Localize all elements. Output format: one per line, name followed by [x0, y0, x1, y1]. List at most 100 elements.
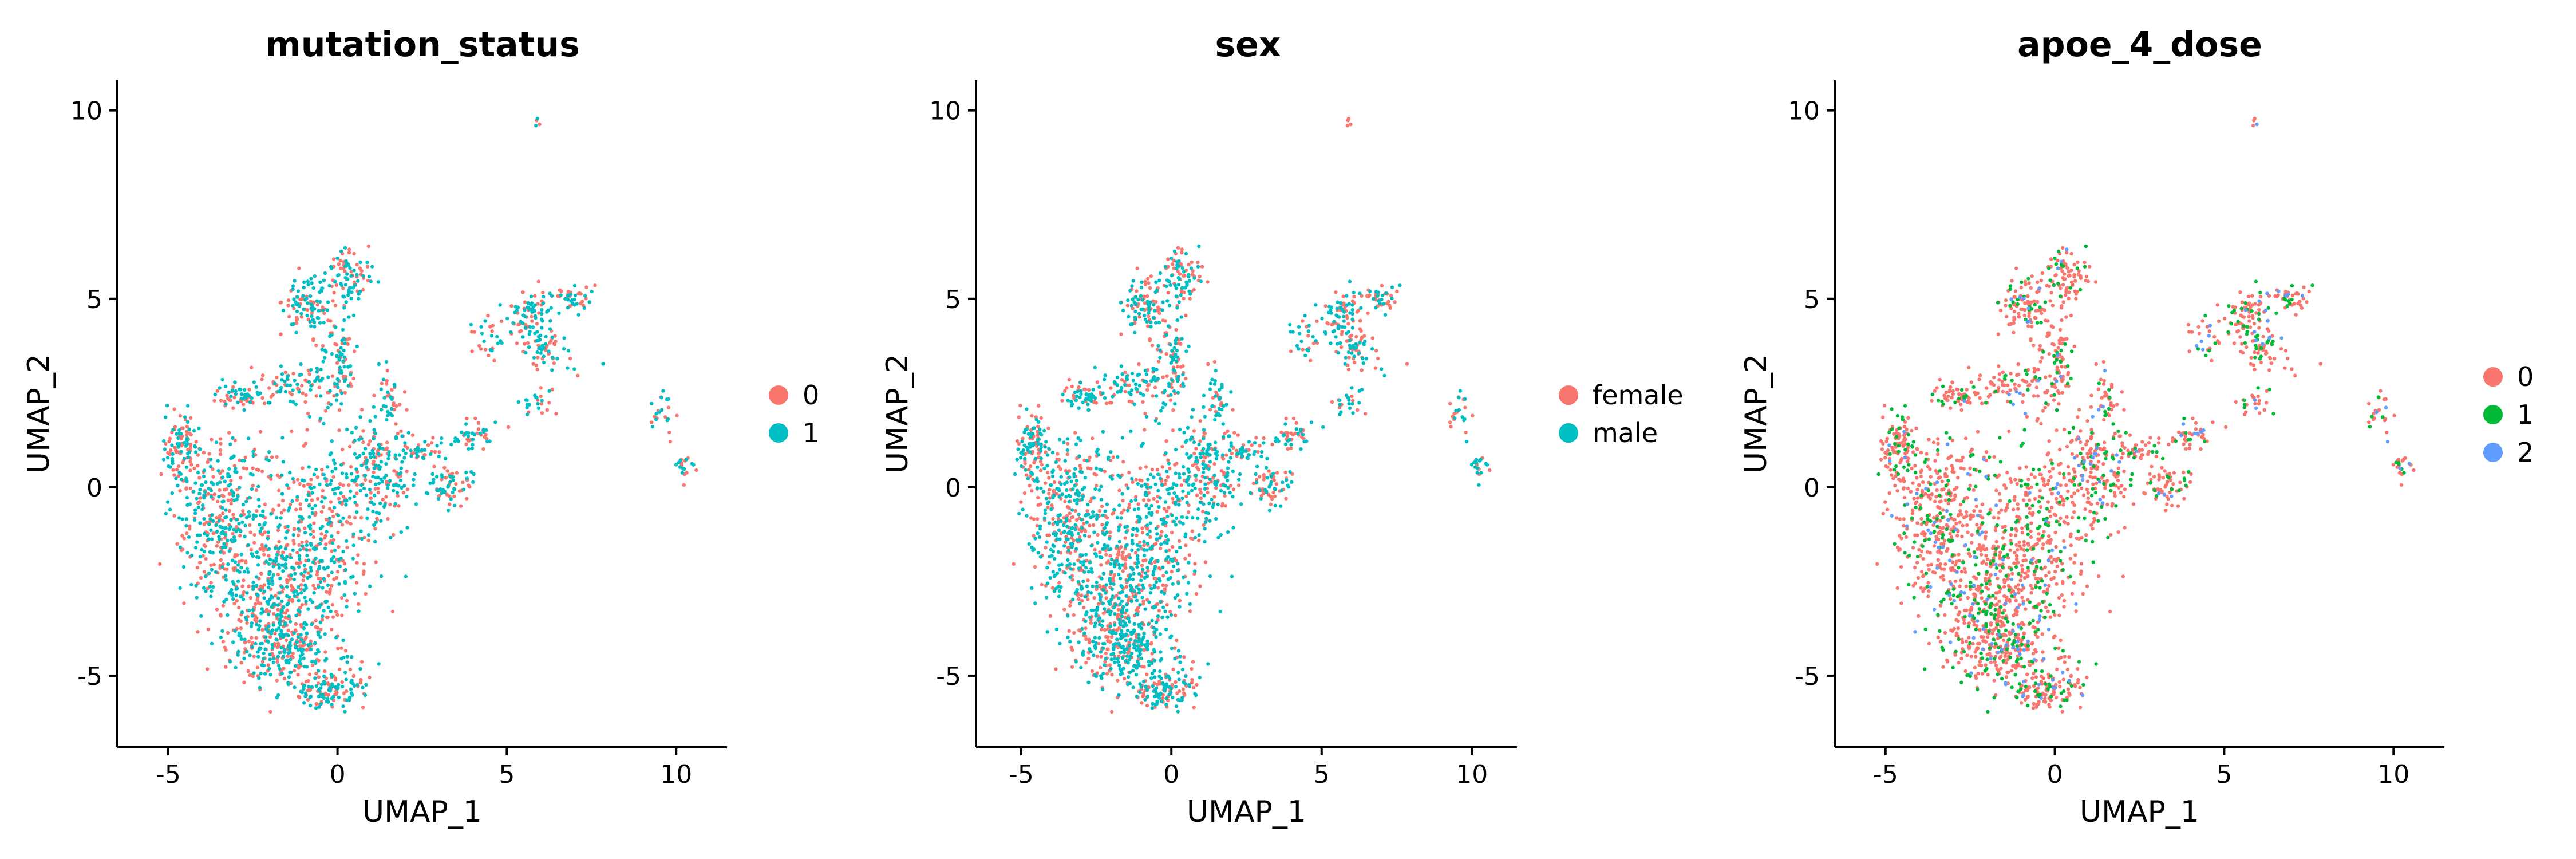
data-point	[258, 529, 262, 533]
data-point	[333, 279, 337, 284]
data-point	[1164, 439, 1168, 443]
data-point	[270, 455, 274, 459]
data-point	[1108, 624, 1112, 629]
data-point	[1288, 470, 1292, 474]
data-point	[202, 496, 206, 500]
data-point	[1210, 498, 1214, 502]
data-point	[244, 467, 248, 471]
data-point	[281, 550, 285, 554]
data-point	[684, 458, 689, 462]
data-point	[277, 503, 281, 507]
data-point	[240, 558, 244, 563]
data-point	[369, 455, 373, 459]
data-point	[193, 546, 198, 550]
data-point	[226, 538, 230, 542]
data-point	[1072, 631, 1076, 635]
data-point	[337, 486, 341, 490]
data-point	[521, 335, 525, 339]
data-point	[1039, 486, 1043, 491]
data-point	[523, 326, 527, 330]
data-point	[1305, 439, 1309, 443]
data-point	[280, 473, 284, 477]
data-point	[232, 582, 236, 586]
data-point	[1106, 544, 1110, 548]
data-point	[177, 431, 181, 435]
data-point	[210, 537, 214, 541]
data-point	[1200, 265, 1204, 269]
data-point	[1027, 468, 1031, 472]
data-point	[223, 384, 228, 388]
data-point	[1207, 501, 1211, 506]
data-point	[1036, 433, 1040, 437]
data-point	[202, 451, 206, 455]
data-point	[297, 520, 301, 524]
data-point	[1026, 476, 1030, 480]
data-point	[400, 460, 404, 464]
data-point	[1030, 489, 1034, 493]
data-point	[552, 361, 556, 365]
data-point	[291, 388, 295, 392]
data-point	[348, 266, 352, 270]
data-point	[1071, 487, 1075, 491]
data-point	[342, 593, 346, 597]
data-point	[314, 344, 318, 348]
data-point	[1175, 593, 1180, 597]
data-point	[650, 425, 655, 429]
data-point	[1025, 514, 1029, 518]
data-point	[302, 626, 306, 631]
data-point	[310, 600, 315, 604]
data-point	[1231, 487, 1236, 491]
data-point	[385, 440, 389, 444]
data-point	[1134, 673, 1139, 677]
data-point	[1105, 561, 1109, 565]
data-point	[1080, 626, 1084, 631]
data-point	[1147, 506, 1151, 510]
data-point	[540, 312, 544, 316]
data-point	[368, 439, 372, 443]
data-point	[316, 681, 321, 685]
data-point	[1068, 640, 1072, 644]
data-point	[282, 508, 286, 512]
data-point	[1336, 300, 1340, 304]
data-point	[1038, 459, 1043, 464]
data-point	[1136, 297, 1140, 302]
data-point	[1221, 457, 1226, 461]
data-point	[420, 448, 424, 452]
data-point	[572, 303, 577, 307]
data-point	[315, 366, 319, 371]
data-point	[307, 524, 311, 529]
data-point	[251, 581, 255, 585]
data-point	[1219, 533, 1223, 537]
data-point	[280, 671, 284, 676]
data-point	[1192, 440, 1196, 444]
data-point	[1018, 404, 1022, 408]
data-point	[248, 653, 252, 657]
data-point	[521, 290, 525, 294]
data-point	[355, 456, 359, 460]
data-point	[297, 304, 302, 308]
data-point	[481, 447, 485, 451]
data-point	[355, 273, 359, 277]
data-point	[300, 603, 305, 607]
data-point	[1143, 368, 1148, 373]
data-point	[1191, 660, 1195, 664]
data-point	[314, 652, 318, 656]
data-point	[326, 405, 330, 410]
data-point	[1330, 322, 1334, 326]
data-point	[197, 561, 202, 565]
data-point	[177, 428, 181, 432]
data-point	[455, 471, 459, 475]
data-point	[266, 578, 270, 582]
data-point	[246, 669, 250, 673]
data-point	[285, 530, 289, 534]
data-point	[376, 449, 380, 453]
data-point	[183, 415, 187, 419]
data-point	[1134, 478, 1138, 482]
data-point	[410, 433, 415, 437]
data-point	[1192, 429, 1196, 433]
data-point	[456, 439, 460, 443]
data-point	[1154, 580, 1159, 584]
data-point	[1119, 576, 1123, 581]
data-point	[344, 677, 348, 681]
data-point	[273, 631, 277, 636]
